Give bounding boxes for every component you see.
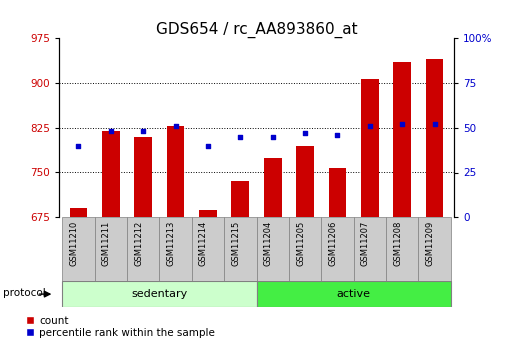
Point	[74, 143, 83, 148]
Text: GSM11209: GSM11209	[426, 220, 435, 266]
Bar	[62, 217, 94, 281]
Bar	[224, 217, 256, 281]
Point	[139, 128, 147, 134]
Title: GDS654 / rc_AA893860_at: GDS654 / rc_AA893860_at	[155, 22, 358, 38]
Bar	[264, 158, 282, 217]
Text: GSM11210: GSM11210	[69, 220, 78, 266]
Text: protocol: protocol	[3, 288, 46, 298]
Bar	[134, 137, 152, 217]
Point	[366, 123, 374, 129]
Text: GSM11213: GSM11213	[167, 220, 175, 266]
Text: active: active	[337, 289, 370, 299]
Text: GSM11211: GSM11211	[102, 220, 111, 266]
Bar	[62, 281, 256, 307]
Point	[236, 134, 244, 139]
Text: GSM11214: GSM11214	[199, 220, 208, 266]
Point	[171, 123, 180, 129]
Bar	[289, 217, 321, 281]
Bar	[127, 217, 160, 281]
Bar	[256, 217, 289, 281]
Point	[398, 121, 406, 127]
Point	[301, 130, 309, 136]
Bar	[386, 217, 419, 281]
Text: sedentary: sedentary	[131, 289, 187, 299]
Bar	[419, 217, 451, 281]
Bar	[102, 131, 120, 217]
Bar	[199, 209, 217, 217]
Text: GSM11212: GSM11212	[134, 220, 143, 266]
Bar	[296, 146, 314, 217]
Text: GSM11205: GSM11205	[296, 220, 305, 266]
Bar	[94, 217, 127, 281]
Point	[107, 128, 115, 134]
Bar	[426, 59, 443, 217]
Bar	[192, 217, 224, 281]
Bar	[328, 168, 346, 217]
Bar	[321, 217, 353, 281]
Text: GSM11206: GSM11206	[328, 220, 338, 266]
Bar	[231, 181, 249, 217]
Text: GSM11215: GSM11215	[231, 220, 240, 266]
Point	[269, 134, 277, 139]
Point	[333, 132, 342, 138]
Legend: count, percentile rank within the sample: count, percentile rank within the sample	[26, 316, 215, 338]
Point	[430, 121, 439, 127]
Bar	[353, 217, 386, 281]
Bar	[361, 79, 379, 217]
Text: GSM11204: GSM11204	[264, 220, 273, 266]
Point	[204, 143, 212, 148]
Text: GSM11208: GSM11208	[393, 220, 402, 266]
Bar	[393, 62, 411, 217]
Text: GSM11207: GSM11207	[361, 220, 370, 266]
Bar	[70, 208, 87, 217]
Bar	[167, 126, 185, 217]
Bar	[256, 281, 451, 307]
Bar	[160, 217, 192, 281]
